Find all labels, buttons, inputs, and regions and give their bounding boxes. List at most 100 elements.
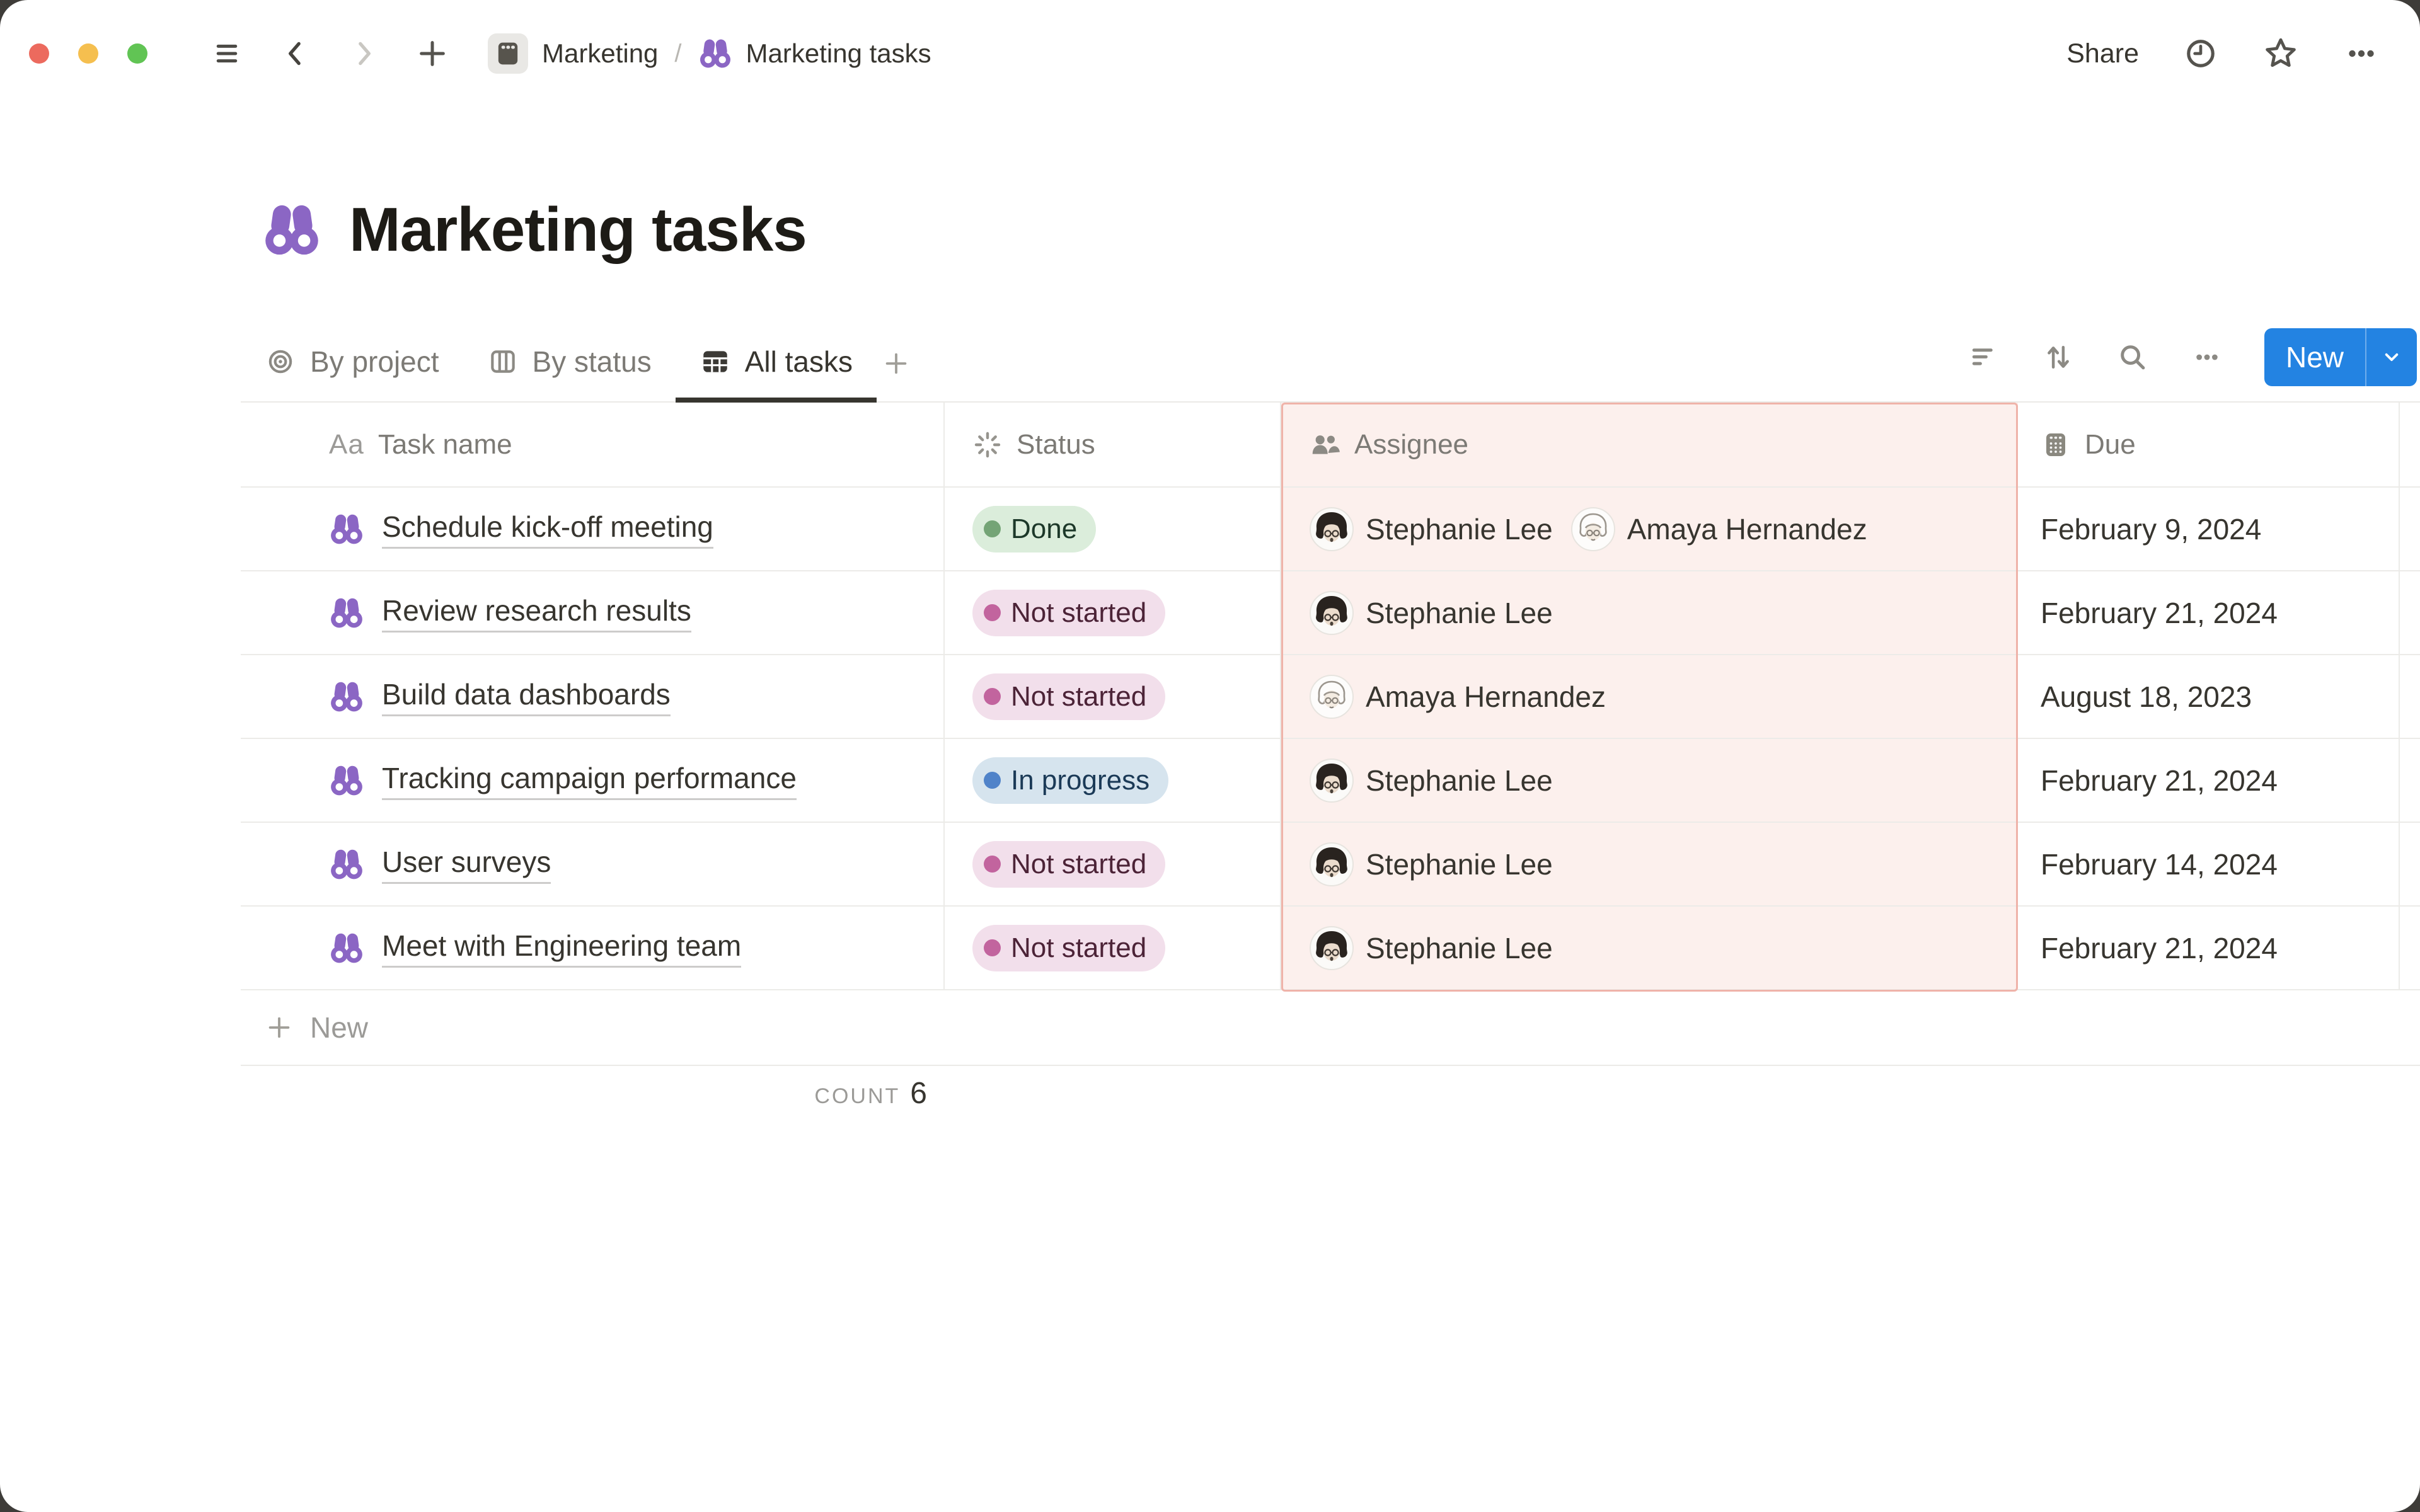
assignee-name: Amaya Hernandez	[1627, 512, 1867, 546]
more-options-icon[interactable]	[2343, 35, 2380, 72]
task-name-cell[interactable]: Meet with Engineering team	[241, 907, 945, 989]
column-header-task-name[interactable]: Aa Task name	[241, 403, 945, 486]
status-cell[interactable]: In progress	[945, 739, 1281, 822]
table-row[interactable]: Meet with Engineering team Not started S…	[241, 907, 2420, 990]
status-cell[interactable]: Not started	[945, 907, 1281, 989]
page-binoculars-icon[interactable]	[262, 200, 321, 260]
task-page-link[interactable]: Schedule kick-off meeting	[382, 510, 713, 549]
tab-all-tasks[interactable]: All tasks	[675, 326, 877, 403]
minimize-window-button[interactable]	[78, 43, 98, 64]
due-cell[interactable]: February 21, 2024	[2018, 571, 2400, 654]
breadcrumb-item-marketing[interactable]: Marketing	[488, 33, 658, 74]
status-label: Done	[1011, 513, 1078, 544]
add-view-icon[interactable]	[882, 349, 911, 378]
favorite-star-icon[interactable]	[2262, 35, 2299, 72]
due-cell[interactable]: August 18, 2023	[2018, 655, 2400, 738]
assignee-name: Stephanie Lee	[1366, 764, 1553, 797]
binoculars-icon	[329, 763, 364, 798]
binoculars-icon	[698, 37, 732, 71]
task-page-link[interactable]: User surveys	[382, 845, 551, 884]
status-badge: Not started	[972, 673, 1166, 720]
projects-icon	[488, 33, 528, 74]
breadcrumb-label: Marketing	[542, 38, 659, 68]
status-badge: Done	[972, 505, 1097, 553]
table-row[interactable]: Tracking campaign performance In progres…	[241, 739, 2420, 823]
new-page-icon[interactable]	[416, 37, 449, 70]
assignee-cell[interactable]: Stephanie Lee	[1281, 907, 2018, 989]
assignee-cell[interactable]: Stephanie Lee Amaya Hernandez	[1281, 488, 2018, 570]
task-name-cell[interactable]: Review research results	[241, 571, 945, 654]
due-cell[interactable]: February 9, 2024	[2018, 488, 2400, 570]
filter-icon[interactable]	[1967, 340, 2001, 374]
sort-icon[interactable]	[2041, 340, 2075, 374]
due-cell[interactable]: February 14, 2024	[2018, 823, 2400, 905]
share-button[interactable]: Share	[2066, 38, 2139, 69]
breadcrumb-separator: /	[674, 39, 682, 67]
page-title[interactable]: Marketing tasks	[349, 195, 807, 264]
status-badge: Not started	[972, 924, 1166, 971]
table-row[interactable]: User surveys Not started Stephanie Lee F…	[241, 823, 2420, 907]
chevron-down-icon[interactable]	[2366, 328, 2417, 386]
zoom-window-button[interactable]	[127, 43, 147, 64]
task-page-link[interactable]: Meet with Engineering team	[382, 929, 742, 968]
task-name-cell[interactable]: User surveys	[241, 823, 945, 905]
add-row-button[interactable]: New	[241, 990, 2420, 1066]
task-name-cell[interactable]: Build data dashboards	[241, 655, 945, 738]
avatar	[1309, 590, 1354, 636]
breadcrumb-item-marketing-tasks[interactable]: Marketing tasks	[698, 37, 931, 71]
avatar	[1309, 674, 1354, 719]
history-clock-icon[interactable]	[2183, 36, 2218, 71]
assignee-chip: Stephanie Lee	[1309, 842, 1553, 887]
status-cell[interactable]: Not started	[945, 655, 1281, 738]
assignee-cell[interactable]: Stephanie Lee	[1281, 739, 2018, 822]
binoculars-icon	[329, 847, 364, 882]
status-cell[interactable]: Not started	[945, 823, 1281, 905]
status-cell[interactable]: Done	[945, 488, 1281, 570]
table-row[interactable]: Review research results Not started Step…	[241, 571, 2420, 655]
task-page-link[interactable]: Review research results	[382, 593, 691, 633]
search-icon[interactable]	[2116, 340, 2150, 374]
avatar	[1309, 507, 1354, 552]
task-name-cell[interactable]: Tracking campaign performance	[241, 739, 945, 822]
table-icon	[703, 351, 727, 372]
back-icon[interactable]	[280, 38, 311, 69]
status-dot-icon	[984, 520, 1001, 537]
due-cell[interactable]: February 21, 2024	[2018, 739, 2400, 822]
due-cell[interactable]: February 21, 2024	[2018, 907, 2400, 989]
close-window-button[interactable]	[29, 43, 49, 64]
table-row[interactable]: Schedule kick-off meeting Done Stephanie…	[241, 488, 2420, 571]
table-row[interactable]: Build data dashboards Not started Amaya …	[241, 655, 2420, 739]
status-cell[interactable]: Not started	[945, 571, 1281, 654]
column-header-status[interactable]: Status	[945, 403, 1281, 486]
status-label: Not started	[1011, 597, 1147, 628]
tasks-table: Aa Task name Status Assignee Due	[241, 403, 2420, 1120]
forward-icon[interactable]	[348, 38, 379, 69]
due-date: February 21, 2024	[2041, 764, 2278, 797]
status-label: Not started	[1011, 848, 1147, 879]
board-icon	[490, 350, 515, 373]
assignee-chip: Stephanie Lee	[1309, 590, 1553, 636]
status-badge: Not started	[972, 589, 1166, 636]
task-page-link[interactable]: Build data dashboards	[382, 677, 671, 716]
due-date: August 18, 2023	[2041, 680, 2252, 713]
assignee-cell[interactable]: Stephanie Lee	[1281, 571, 2018, 654]
view-options-icon[interactable]	[2190, 340, 2224, 374]
tab-by-project[interactable]: By project	[241, 326, 463, 403]
tab-by-status[interactable]: By status	[463, 326, 676, 403]
binoculars-icon	[329, 512, 364, 547]
status-badge: In progress	[972, 757, 1169, 804]
assignee-chip: Amaya Hernandez	[1570, 507, 1867, 552]
assignee-cell[interactable]: Stephanie Lee	[1281, 823, 2018, 905]
task-name-cell[interactable]: Schedule kick-off meeting	[241, 488, 945, 570]
breadcrumb-label: Marketing tasks	[746, 38, 931, 68]
new-record-main-button[interactable]: New	[2285, 341, 2344, 374]
column-header-due[interactable]: Due	[2018, 403, 2400, 486]
assignee-name: Stephanie Lee	[1366, 512, 1553, 546]
assignee-cell[interactable]: Amaya Hernandez	[1281, 655, 2018, 738]
column-header-assignee[interactable]: Assignee	[1281, 403, 2018, 486]
calculation-row: COUNT 6	[241, 1076, 2420, 1120]
count-calculation[interactable]: COUNT 6	[814, 1077, 927, 1110]
sidebar-menu-icon[interactable]	[210, 37, 243, 70]
task-page-link[interactable]: Tracking campaign performance	[382, 761, 797, 800]
